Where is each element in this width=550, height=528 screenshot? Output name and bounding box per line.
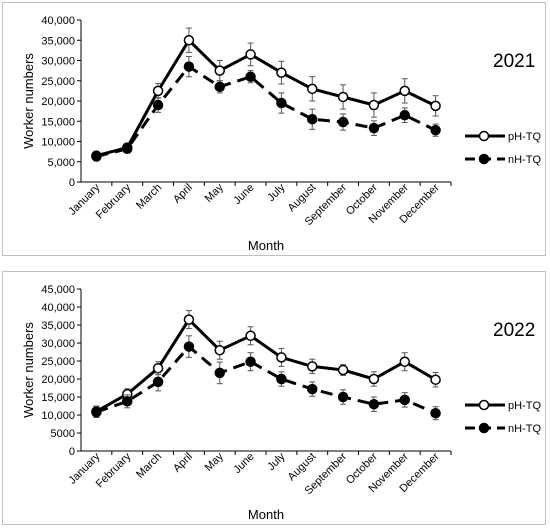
y-tick-label: 5000 [51, 428, 75, 440]
data-point-nH-TQ [368, 122, 380, 134]
y-tick-label: 45,000 [41, 284, 75, 296]
data-point-nH-TQ [122, 396, 133, 407]
y-tick-label: 20,000 [41, 374, 75, 386]
data-point-pH-TQ [337, 364, 349, 376]
data-point-nH-TQ [368, 398, 380, 410]
data-point-pH-TQ [245, 49, 256, 60]
data-point-nH-TQ [91, 151, 102, 162]
data-point-nH-TQ [430, 124, 441, 136]
x-tick-label: April [171, 451, 195, 475]
chart-title: 2022 [493, 320, 535, 341]
x-tick-label: July [265, 450, 288, 473]
legend-label-pH-TQ: pH-TQ [508, 400, 541, 412]
data-point-pH-TQ [430, 100, 441, 112]
data-point-pH-TQ [183, 35, 195, 46]
data-point-pH-TQ [307, 83, 318, 95]
data-point-pH-TQ [245, 330, 256, 342]
legend-label-nH-TQ: nH-TQ [508, 154, 541, 166]
data-point-pH-TQ [214, 65, 225, 76]
data-point-nH-TQ [430, 407, 441, 419]
x-axis-label: Month [248, 507, 284, 522]
data-point-nH-TQ [152, 99, 164, 111]
data-point-pH-TQ [183, 314, 195, 325]
data-point-nH-TQ [91, 406, 102, 418]
y-tick-label: 0 [69, 177, 75, 189]
data-point-pH-TQ [152, 85, 164, 97]
data-point-pH-TQ [399, 85, 410, 97]
line-chart-2021: 0 5,000 10,000 15,000 20,000 25,000 30,000 35,0… [21, 15, 541, 253]
data-point-nH-TQ [399, 394, 410, 406]
data-point-pH-TQ [307, 361, 318, 372]
data-point-nH-TQ [276, 373, 287, 385]
chart-panel-2022: 0 5000 10,000 15,000 20,000 25,000 30,000 35,00… [2, 271, 546, 525]
x-tick-label: April [171, 182, 195, 206]
y-tick-label: 40,000 [41, 15, 75, 27]
legend-label-pH-TQ: pH-TQ [508, 131, 541, 143]
data-point-nH-TQ [214, 367, 225, 379]
y-tick-label: 10,000 [41, 410, 75, 422]
x-tick-label: July [265, 181, 288, 204]
data-point-nH-TQ [245, 356, 256, 367]
x-tick-label: May [203, 181, 227, 205]
y-tick-label: 35,000 [41, 35, 75, 47]
data-point-nH-TQ [399, 109, 410, 121]
x-tick-label: February [94, 450, 134, 490]
data-point-nH-TQ [122, 143, 133, 155]
x-tick-label: February [94, 181, 134, 221]
data-point-nH-TQ [245, 71, 256, 82]
series-line-pH-TQ [96, 38, 437, 158]
chart-title: 2021 [493, 51, 535, 72]
y-tick-label: 5,000 [47, 157, 75, 169]
data-point-pH-TQ [152, 362, 164, 374]
line-chart-2022: 0 5000 10,000 15,000 20,000 25,000 30,000 35,00… [21, 284, 541, 522]
legend-marker-pH-TQ [478, 399, 490, 411]
data-point-pH-TQ [337, 91, 349, 103]
data-point-nH-TQ [307, 113, 318, 125]
y-tick-label: 25,000 [41, 356, 75, 368]
data-point-nH-TQ [337, 391, 349, 403]
chart-panel-2021: 0 5,000 10,000 15,000 20,000 25,000 30,000 35,0… [2, 2, 546, 256]
x-tick-label: May [203, 450, 227, 474]
data-point-nH-TQ [214, 81, 225, 93]
x-tick-label: March [134, 182, 164, 212]
data-point-pH-TQ [276, 352, 287, 363]
y-tick-label: 30,000 [41, 56, 75, 68]
data-point-nH-TQ [152, 376, 164, 388]
legend-label-nH-TQ: nH-TQ [508, 423, 541, 435]
x-tick-label: March [134, 451, 164, 481]
y-tick-label: 40,000 [41, 302, 75, 314]
series-line-nH-TQ [96, 65, 437, 158]
y-tick-label: 15,000 [41, 392, 75, 404]
data-point-nH-TQ [276, 97, 287, 109]
series-line-nH-TQ [95, 345, 437, 415]
data-point-nH-TQ [183, 61, 195, 72]
series-line-pH-TQ [95, 318, 437, 413]
y-tick-label: 10,000 [41, 137, 75, 149]
data-point-nH-TQ [307, 383, 318, 395]
y-tick-label: 0 [69, 446, 75, 458]
data-point-pH-TQ [276, 67, 287, 78]
y-tick-label: 15,000 [41, 116, 75, 128]
y-tick-label: 20,000 [41, 96, 75, 108]
x-axis-label: Month [248, 238, 284, 253]
data-point-pH-TQ [430, 374, 441, 385]
y-axis-label: Worker numbers [21, 53, 36, 149]
data-point-pH-TQ [368, 373, 380, 385]
legend-marker-pH-TQ [478, 130, 490, 142]
data-point-nH-TQ [183, 341, 195, 352]
y-tick-label: 25,000 [41, 76, 75, 88]
legend-marker-nH-TQ [478, 422, 490, 434]
y-tick-label: 35,000 [41, 320, 75, 332]
data-point-pH-TQ [399, 356, 410, 367]
data-point-pH-TQ [214, 344, 225, 356]
data-point-nH-TQ [337, 116, 349, 128]
data-point-pH-TQ [368, 99, 380, 111]
legend-marker-nH-TQ [478, 153, 490, 165]
y-tick-label: 30,000 [41, 338, 75, 350]
y-axis-label: Worker numbers [21, 322, 36, 418]
